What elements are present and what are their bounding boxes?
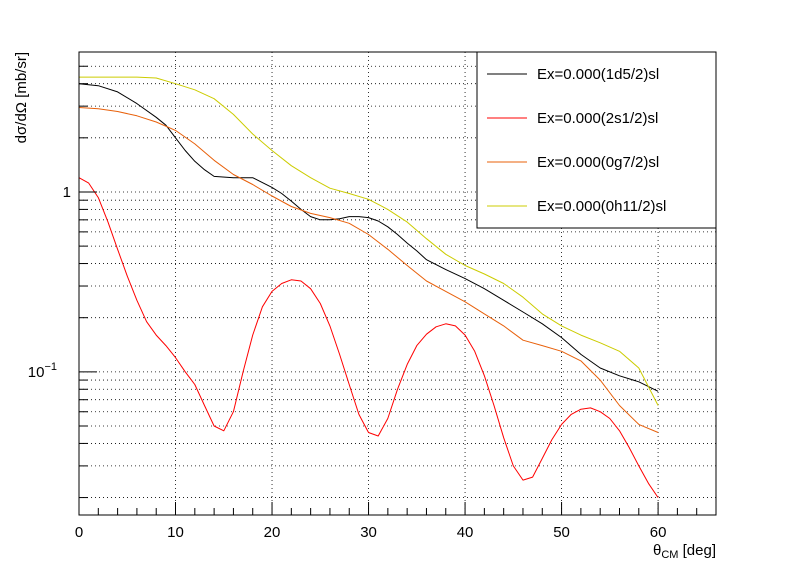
y-tick-exponent: −1 — [44, 361, 57, 373]
x-tick-label: 60 — [650, 524, 667, 541]
y-tick-label: 1 — [63, 184, 71, 201]
x-tick-label: 10 — [167, 524, 184, 541]
x-axis-label-subscript: CM — [661, 549, 678, 561]
legend-entry: Ex=0.000(0g7/2)sl — [537, 154, 659, 171]
series-line — [79, 76, 659, 406]
x-axis-label: θCM [deg] — [653, 542, 716, 561]
x-tick-label: 0 — [75, 524, 83, 541]
x-tick-label: 40 — [457, 524, 474, 541]
x-tick-label: 20 — [264, 524, 281, 541]
legend-entry: Ex=0.000(2s1/2)sl — [537, 110, 658, 127]
x-tick-label: 50 — [553, 524, 570, 541]
legend-box — [476, 51, 717, 229]
x-axis-label-theta: θ — [653, 542, 661, 559]
legend-entry: Ex=0.000(0h11/2)sl — [537, 198, 666, 215]
series-lines — [78, 76, 659, 498]
legend: Ex=0.000(1d5/2)sl Ex=0.000(2s1/2)sl Ex=0.0… — [476, 51, 717, 229]
series-line — [78, 83, 659, 392]
x-tick-label: 30 — [360, 524, 377, 541]
legend-entry: Ex=0.000(1d5/2)sl — [537, 66, 659, 83]
series-line — [78, 177, 659, 498]
x-axis-label-unit: [deg] — [678, 542, 716, 559]
axis-ticks — [78, 51, 717, 515]
series-line — [78, 107, 659, 433]
y-axis-label: dσ/dΩ [mb/sr] — [13, 52, 30, 143]
plot-frame — [78, 51, 717, 516]
